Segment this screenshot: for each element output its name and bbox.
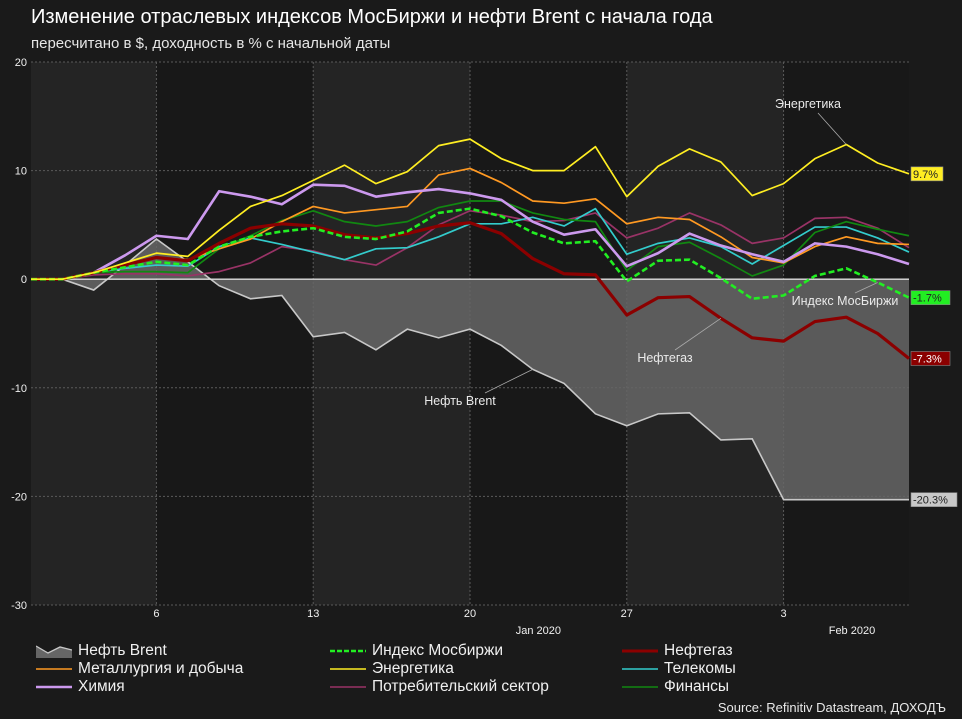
x-tick-label: 27 [621, 608, 633, 620]
end-label: -1.7% [913, 293, 942, 305]
end-label: 9.7% [913, 169, 938, 181]
brent-line [31, 238, 909, 501]
brent-area [31, 239, 909, 500]
x-tick-label: 20 [464, 608, 476, 620]
end-label: -20.3% [913, 495, 948, 507]
legend-item-brent: Нефть Brent [36, 642, 167, 660]
legend-label: Металлургия и добыча [78, 660, 244, 677]
chart-canvas: Энергетика Индекс МосБиржи Нефтегаз Нефть B… [11, 57, 962, 637]
week-band [31, 62, 157, 605]
callout-label: Нефтегаз [637, 351, 693, 365]
callout-leader [674, 317, 722, 351]
y-tick-label: -20 [11, 491, 27, 503]
callout-label: Энергетика [775, 97, 841, 111]
legend-item-consumer: Потребительский сектор [330, 678, 549, 696]
x-tick-label: 3 [781, 608, 787, 620]
callout-label: Нефть Brent [424, 394, 496, 408]
end-label-box [910, 351, 951, 366]
week-band [156, 62, 314, 605]
plot-right-margin [909, 62, 962, 605]
legend-label: Нефтегаз [664, 642, 733, 659]
end-label-box [910, 166, 944, 182]
y-tick-label: 20 [15, 57, 27, 69]
y-tick-label: -30 [11, 600, 27, 612]
legend-dashed-swatch [330, 649, 366, 653]
legend-line-swatch [622, 686, 658, 688]
legend-label: Индекс Мосбиржи [372, 642, 504, 659]
legend-label: Нефть Brent [78, 642, 167, 659]
legend-line-swatch [36, 668, 72, 670]
legend-label: Энергетика [372, 660, 454, 677]
callout-leader [817, 112, 847, 145]
legend-label: Телекомы [664, 660, 736, 677]
chart-legend: Нефть Brent Индекс Мосбиржи Нефтегаз Мет… [36, 642, 936, 702]
legend-line-swatch [622, 649, 658, 653]
legend-label: Финансы [664, 678, 730, 695]
legend-line-swatch [330, 686, 366, 688]
legend-item-moex: Индекс Мосбиржи [330, 642, 503, 660]
x-tick-label: 6 [153, 608, 159, 620]
legend-line-swatch [622, 668, 658, 670]
month-label: Jan 2020 [516, 625, 561, 637]
callout-label: Индекс МосБиржи [792, 294, 899, 308]
legend-item-chemistry: Химия [36, 678, 125, 696]
x-tick-label: 13 [307, 608, 319, 620]
legend-item-metals: Металлургия и добыча [36, 660, 243, 678]
legend-item-neftegaz: Нефтегаз [622, 642, 733, 660]
callout-leader [484, 368, 533, 394]
source-note: Source: Refinitiv Datastream, ДОХОДЪ [717, 700, 946, 715]
legend-item-telecom: Телекомы [622, 660, 736, 678]
chart-subtitle: пересчитано в $, доходность в % с началь… [31, 35, 391, 52]
end-label-box [910, 290, 951, 305]
end-label: -7.3% [913, 353, 942, 365]
legend-area-swatch [36, 645, 72, 658]
y-tick-label: 10 [15, 166, 27, 178]
legend-label: Потребительский сектор [372, 678, 549, 695]
chart-title: Изменение отраслевых индексов МосБиржи и… [31, 6, 713, 28]
legend-line-swatch [330, 668, 366, 670]
y-tick-label: 0 [21, 274, 27, 286]
end-label-box [910, 492, 958, 507]
month-label: Feb 2020 [829, 625, 875, 637]
legend-line-swatch [36, 685, 72, 689]
legend-item-energy: Энергетика [330, 660, 454, 678]
callout-leader [854, 282, 878, 294]
y-tick-label: -10 [11, 383, 27, 395]
legend-item-finance: Финансы [622, 678, 729, 696]
legend-label: Химия [78, 678, 125, 695]
